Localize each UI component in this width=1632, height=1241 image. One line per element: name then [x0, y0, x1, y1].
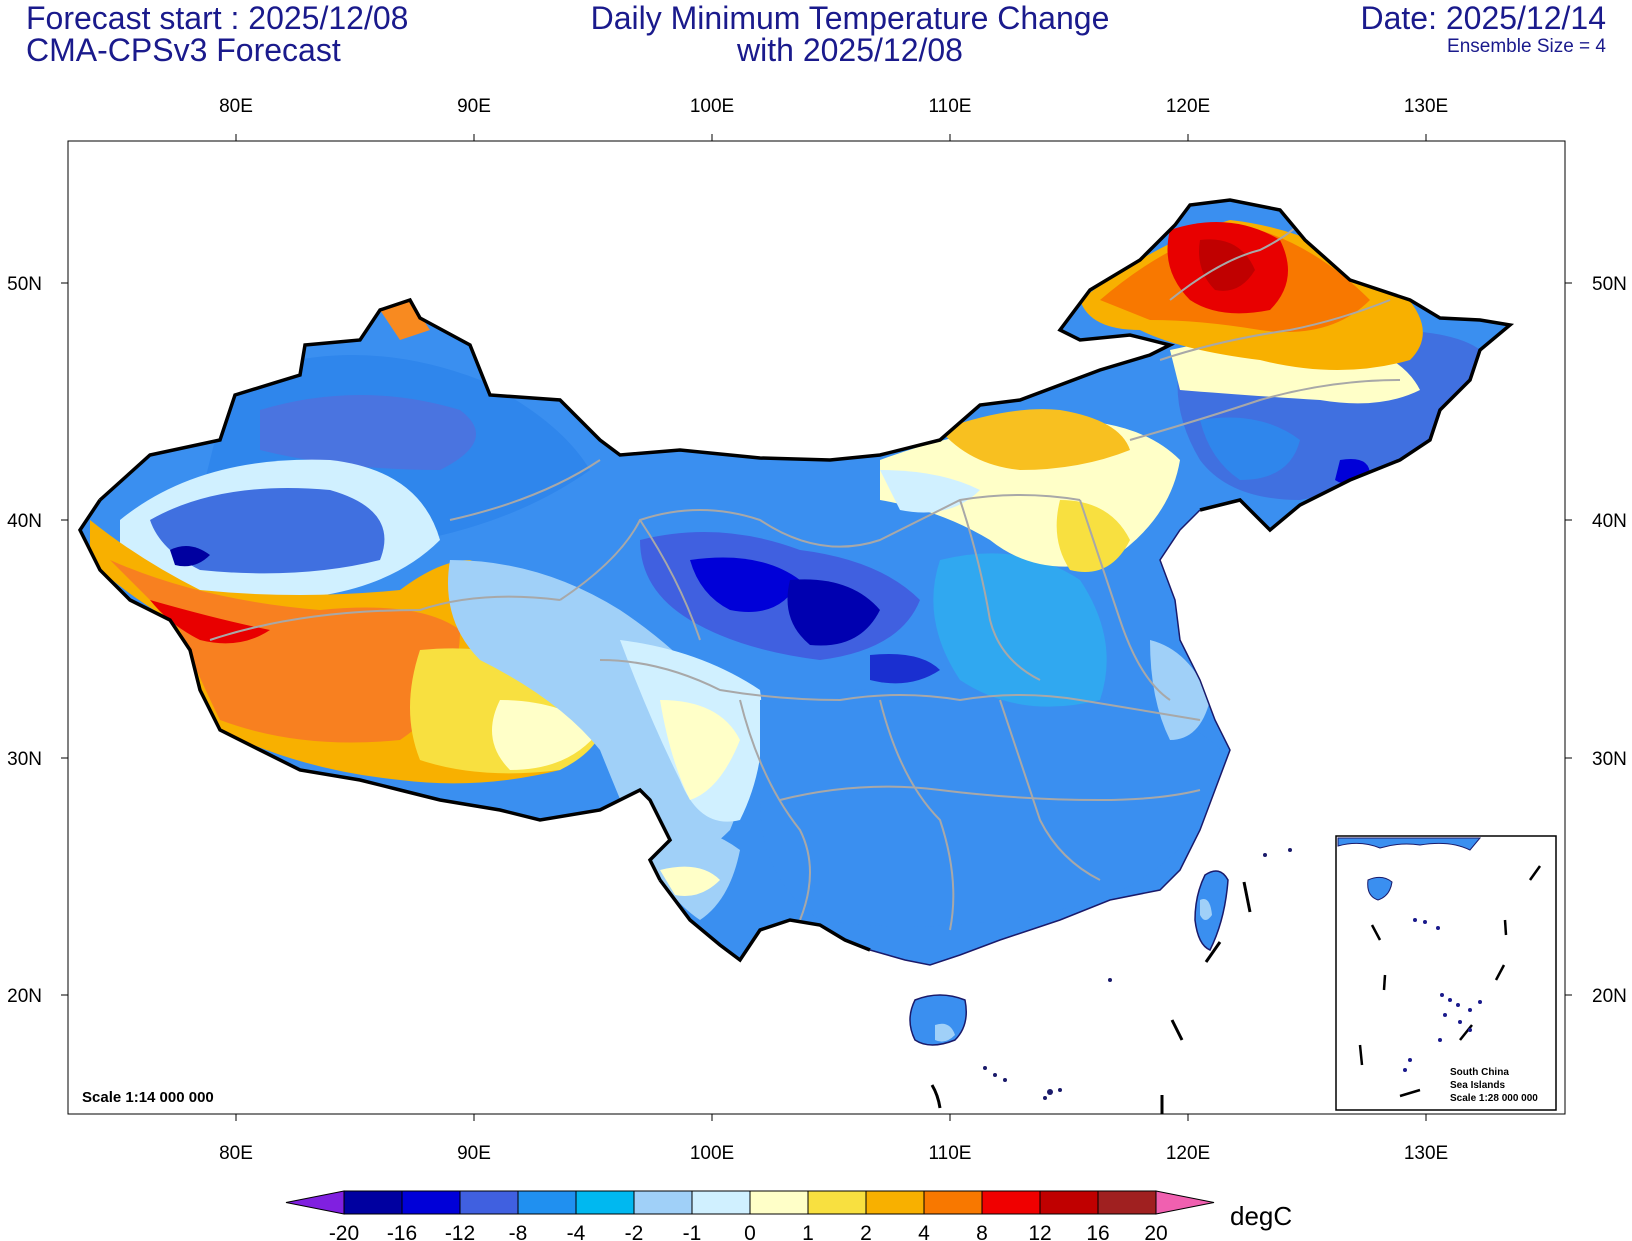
colorbar-tick-label-6: -1	[683, 1222, 702, 1241]
colorbar-swatch-1	[401, 1190, 461, 1215]
lat-labels-left: 50N 40N 30N 20N	[7, 274, 42, 1007]
colorbar-swatch-11	[981, 1190, 1041, 1215]
colorbar-swatch-7	[749, 1190, 809, 1215]
lat-label-30n-left: 30N	[7, 749, 42, 770]
lon-label-110e-top: 110E	[929, 96, 972, 117]
inset-label-line2: Sea Islands	[1450, 1080, 1505, 1091]
lon-label-130e-bottom: 130E	[1404, 1143, 1448, 1164]
forecast-start-text: Forecast start : 2025/12/08	[26, 0, 409, 36]
colorbar-unit-label: degC	[1230, 1201, 1292, 1231]
lat-label-40n-right: 40N	[1592, 511, 1627, 532]
lon-labels-top: 80E 90E 100E 110E 120E 130E	[219, 96, 1448, 117]
colorbar-swatch-4	[575, 1190, 635, 1215]
lat-label-30n-right: 30N	[1592, 749, 1627, 770]
coastline	[869, 509, 1231, 966]
colorbar-tick-label-11: 8	[976, 1222, 988, 1241]
taiwan-light-patch	[1200, 899, 1212, 920]
lat-label-50n-right: 50N	[1592, 274, 1627, 295]
colorbar-tick-label-7: 0	[744, 1222, 756, 1241]
lat-label-40n-left: 40N	[7, 511, 42, 532]
colorbar-tick-label-0: -20	[329, 1222, 359, 1241]
inset-frame	[1335, 835, 1557, 1111]
colorbar-swatch-9	[865, 1190, 925, 1215]
lon-labels-bottom: 80E 90E 100E 110E 120E 130E	[219, 1143, 1448, 1164]
colorbar-tick-label-14: 20	[1144, 1222, 1167, 1241]
lon-label-80e-top: 80E	[219, 96, 253, 117]
colorbar: -20 -16 -12 -8 -4 -2 -1 0 1 2 4 8 12 16 20	[285, 1190, 1215, 1241]
model-name-text: CMA-CPSv3 Forecast	[26, 32, 341, 68]
lon-label-100e-top: 100E	[690, 96, 734, 117]
inset-nine-dash	[1358, 865, 1542, 1098]
colorbar-tick-label-3: -8	[509, 1222, 528, 1241]
lat-label-20n-left: 20N	[7, 986, 42, 1007]
lon-label-90e-top: 90E	[457, 96, 491, 117]
map-scale-label: Scale 1:14 000 000	[82, 1089, 214, 1106]
lon-label-80e-bottom: 80E	[219, 1143, 253, 1164]
national-border	[77, 198, 1515, 963]
inset-island-dots	[1403, 918, 1482, 1072]
lon-label-130e-top: 130E	[1404, 96, 1448, 117]
lon-label-90e-bottom: 90E	[457, 1143, 491, 1164]
south-sea-islands-dots	[983, 848, 1292, 1100]
inset-label-line1: South China	[1450, 1067, 1509, 1078]
colorbar-swatch-13	[1097, 1190, 1157, 1215]
map-title-line2: with 2025/12/08	[737, 32, 963, 68]
valid-date-text: Date: 2025/12/14	[1360, 0, 1606, 36]
taiwan-island	[1194, 870, 1229, 951]
lat-labels-right: 50N 40N 30N 20N	[1592, 274, 1627, 1007]
colorbar-tick-label-8: 1	[802, 1222, 814, 1241]
colorbar-tick-label-5: -2	[625, 1222, 644, 1241]
colorbar-swatch-10	[923, 1190, 983, 1215]
colorbar-tick-label-2: -12	[445, 1222, 475, 1241]
south-china-sea-inset: South China Sea Islands Scale 1:28 000 0…	[1335, 835, 1557, 1111]
colorbar-swatch-8	[807, 1190, 867, 1215]
inset-coast-region	[1337, 837, 1482, 851]
colorbar-tick-label-12: 12	[1028, 1222, 1051, 1241]
colorbar-high-triangle	[1155, 1190, 1215, 1215]
colorbar-swatch-3	[517, 1190, 577, 1215]
lat-label-20n-right: 20N	[1592, 986, 1627, 1007]
colorbar-swatch-6	[691, 1190, 751, 1215]
province-boundaries	[209, 209, 1401, 931]
colorbar-tick-label-13: 16	[1086, 1222, 1109, 1241]
colorbar-tick-label-9: 2	[860, 1222, 872, 1241]
hainan-light-patch	[935, 1023, 955, 1042]
colorbar-tick-label-1: -16	[387, 1222, 417, 1241]
lon-label-120e-bottom: 120E	[1166, 1143, 1210, 1164]
lon-label-120e-top: 120E	[1166, 96, 1210, 117]
axis-ticks	[61, 134, 1572, 1121]
map-title-line1: Daily Minimum Temperature Change	[590, 0, 1110, 36]
colorbar-swatch-5	[633, 1190, 693, 1215]
inset-hainan	[1367, 876, 1393, 901]
colorbar-tick-label-10: 4	[918, 1222, 930, 1241]
colorbar-swatch-0	[343, 1190, 403, 1215]
lon-label-100e-bottom: 100E	[690, 1143, 734, 1164]
lon-label-110e-bottom: 110E	[929, 1143, 972, 1164]
inset-label-line3: Scale 1:28 000 000	[1450, 1093, 1538, 1104]
colorbar-low-triangle	[285, 1190, 345, 1215]
ensemble-size-text: Ensemble Size = 4	[1447, 36, 1606, 57]
lat-label-50n-left: 50N	[7, 274, 42, 295]
colorbar-swatch-12	[1039, 1190, 1099, 1215]
nine-dash-line	[930, 881, 1252, 1114]
colorbar-tick-label-4: -4	[567, 1222, 586, 1241]
colorbar-swatch-2	[459, 1190, 519, 1215]
